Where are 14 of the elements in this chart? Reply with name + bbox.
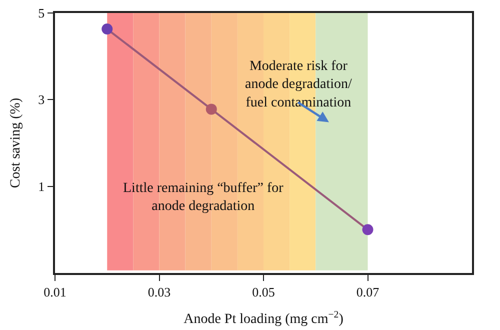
x-tick-label: 0.03: [148, 284, 171, 300]
x-tick-label: 0.05: [252, 284, 275, 300]
point: [102, 24, 113, 35]
y-tick-label: 3: [38, 92, 45, 108]
y-tick-label: 1: [38, 178, 45, 194]
y-tick-label: 5: [38, 6, 45, 21]
y-axis-title: Cost saving (%): [8, 98, 24, 188]
x-axis-title: Anode Pt loading (mg cm$^{−2}$): [184, 309, 344, 328]
x-tick-label: 0.01: [44, 284, 66, 300]
annotation: Little remaining “buffer” for anode degradation: [123, 181, 284, 214]
point: [362, 224, 374, 236]
point: [206, 104, 217, 115]
annotation: Moderate risk for anode degradation/ fuel contamination: [245, 59, 352, 110]
x-tick-label: 0.07: [356, 284, 380, 300]
